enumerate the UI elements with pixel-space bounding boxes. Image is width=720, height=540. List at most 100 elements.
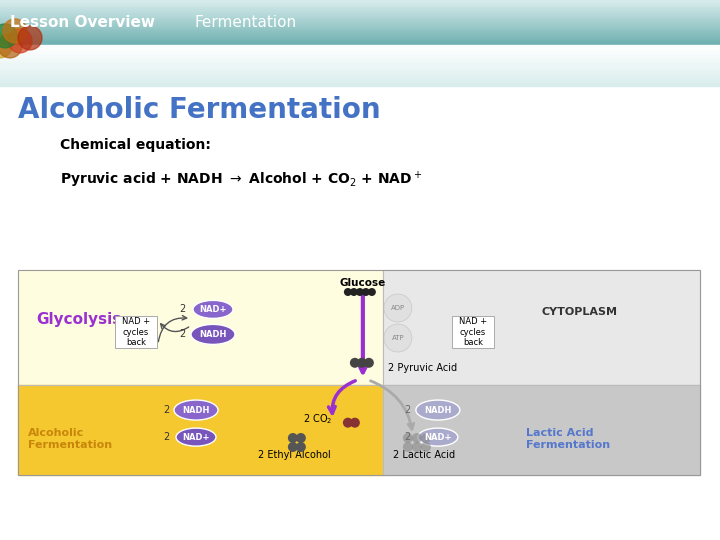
Bar bbox=[383, 270, 700, 385]
Bar bbox=[0, 14, 720, 16]
Bar bbox=[0, 14, 720, 15]
Circle shape bbox=[412, 433, 422, 443]
Text: 2 Pyruvic Acid: 2 Pyruvic Acid bbox=[388, 363, 457, 373]
Bar bbox=[0, 59, 720, 62]
Bar bbox=[0, 11, 720, 13]
Bar bbox=[0, 28, 720, 29]
Text: NAD +
cycles
back: NAD + cycles back bbox=[122, 318, 150, 347]
Circle shape bbox=[350, 417, 360, 428]
Bar bbox=[0, 37, 720, 38]
Bar bbox=[115, 316, 157, 348]
Bar bbox=[0, 29, 720, 30]
Bar bbox=[0, 10, 720, 11]
Ellipse shape bbox=[176, 428, 216, 446]
Ellipse shape bbox=[416, 400, 460, 420]
Bar bbox=[0, 5, 720, 6]
Bar bbox=[0, 17, 720, 18]
Ellipse shape bbox=[191, 325, 235, 345]
Text: NAD+: NAD+ bbox=[424, 433, 451, 442]
Bar bbox=[0, 39, 720, 40]
Bar bbox=[0, 83, 720, 86]
Bar bbox=[0, 65, 720, 68]
Text: Lesson Overview: Lesson Overview bbox=[10, 16, 155, 30]
Text: 2 Ethyl Alcohol: 2 Ethyl Alcohol bbox=[258, 450, 330, 460]
Circle shape bbox=[384, 294, 412, 322]
Bar bbox=[0, 43, 720, 44]
Text: 2 CO$_2$: 2 CO$_2$ bbox=[303, 412, 333, 426]
Circle shape bbox=[0, 34, 12, 58]
Text: Pyruvic acid + NADH $\rightarrow$ Alcohol + CO$_2$ + NAD$^+$: Pyruvic acid + NADH $\rightarrow$ Alcoho… bbox=[60, 170, 422, 190]
Bar bbox=[0, 42, 720, 43]
Bar bbox=[0, 24, 720, 26]
Circle shape bbox=[412, 442, 422, 452]
Circle shape bbox=[364, 358, 374, 368]
Bar bbox=[0, 35, 720, 36]
Circle shape bbox=[8, 29, 32, 53]
Bar bbox=[0, 19, 720, 20]
Text: NADH: NADH bbox=[199, 330, 227, 339]
Bar bbox=[0, 32, 720, 33]
Ellipse shape bbox=[418, 428, 458, 446]
Bar bbox=[0, 27, 720, 29]
Bar bbox=[452, 316, 494, 348]
Bar bbox=[0, 23, 720, 24]
Text: NADH: NADH bbox=[424, 406, 451, 415]
Text: ADP: ADP bbox=[391, 305, 405, 311]
Text: 2: 2 bbox=[405, 405, 411, 415]
Bar bbox=[0, 18, 720, 19]
Text: Lactic Acid
Fermentation: Lactic Acid Fermentation bbox=[526, 428, 610, 450]
Circle shape bbox=[357, 358, 367, 368]
Bar bbox=[0, 51, 720, 54]
Bar bbox=[0, 44, 720, 46]
FancyArrowPatch shape bbox=[161, 324, 189, 332]
Circle shape bbox=[343, 417, 353, 428]
Bar bbox=[0, 6, 720, 8]
Text: NAD+: NAD+ bbox=[199, 305, 227, 314]
Circle shape bbox=[18, 26, 42, 50]
Bar bbox=[0, 2, 720, 4]
Circle shape bbox=[0, 24, 17, 48]
Text: Glycolysis: Glycolysis bbox=[36, 312, 121, 327]
Circle shape bbox=[421, 442, 431, 452]
Bar bbox=[0, 23, 720, 25]
Text: 2: 2 bbox=[405, 432, 411, 442]
FancyArrowPatch shape bbox=[328, 381, 355, 413]
Bar bbox=[0, 7, 720, 8]
Bar bbox=[0, 25, 720, 26]
Bar bbox=[0, 35, 720, 37]
FancyArrowPatch shape bbox=[371, 381, 414, 429]
FancyArrowPatch shape bbox=[158, 315, 186, 342]
Text: CYTOPLASM: CYTOPLASM bbox=[541, 307, 618, 318]
Circle shape bbox=[421, 433, 431, 443]
Circle shape bbox=[344, 288, 352, 296]
Circle shape bbox=[350, 288, 358, 296]
Bar bbox=[0, 15, 720, 17]
Bar bbox=[0, 32, 720, 34]
Circle shape bbox=[403, 433, 413, 443]
Bar bbox=[0, 21, 720, 22]
Bar bbox=[0, 45, 720, 48]
Bar bbox=[0, 68, 720, 70]
Bar bbox=[0, 36, 720, 38]
Bar bbox=[0, 48, 720, 50]
Bar bbox=[0, 1, 720, 3]
Bar bbox=[0, 8, 720, 9]
Bar bbox=[0, 77, 720, 80]
Circle shape bbox=[296, 442, 306, 452]
Circle shape bbox=[384, 324, 412, 352]
Text: Chemical equation:: Chemical equation: bbox=[60, 138, 211, 152]
Bar bbox=[0, 79, 720, 82]
Ellipse shape bbox=[193, 300, 233, 319]
Text: ATP: ATP bbox=[392, 335, 404, 341]
Bar bbox=[383, 385, 700, 475]
Bar bbox=[0, 12, 720, 14]
Bar bbox=[18, 270, 383, 385]
Bar bbox=[0, 76, 720, 78]
Bar bbox=[18, 270, 700, 475]
Circle shape bbox=[296, 433, 306, 443]
Text: 2: 2 bbox=[163, 405, 169, 415]
Ellipse shape bbox=[174, 400, 218, 420]
Bar bbox=[0, 22, 720, 23]
Circle shape bbox=[288, 442, 298, 452]
Text: Fermentation: Fermentation bbox=[195, 16, 297, 30]
